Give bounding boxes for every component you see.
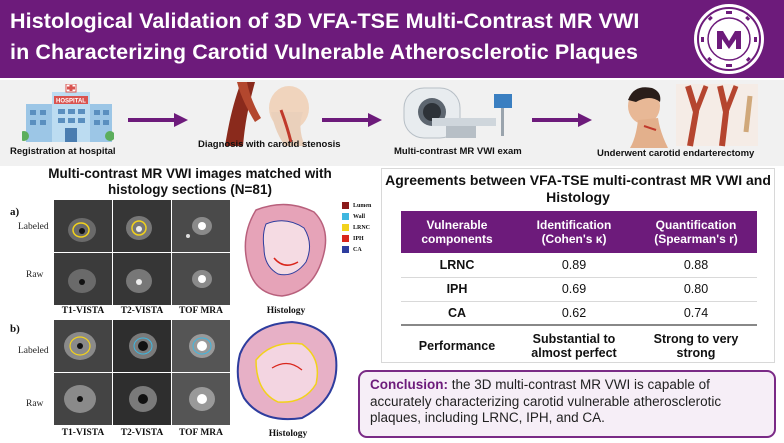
table-title: Agreements between VFA-TSE multi-contras…	[385, 172, 771, 205]
mr-image-b-t2-labeled	[113, 320, 171, 372]
col-label-histology-b: Histology	[268, 429, 308, 439]
arrow-right-icon	[128, 113, 188, 127]
cell-performance-identification: Substantial to almost perfect	[513, 324, 635, 365]
legend-item-iph: IPH	[342, 233, 371, 244]
step-label-endarterectomy: Underwent carotid endarterectomy	[597, 148, 755, 159]
legend-item-ca: CA	[342, 244, 371, 255]
cell-component: CA	[401, 301, 513, 326]
legend-swatch	[342, 235, 349, 242]
col-label-t1-b: T1-VISTA	[61, 428, 105, 438]
histology-image-b	[232, 318, 342, 424]
arrow-right-icon	[322, 113, 382, 127]
mr-image-a-t2-raw	[113, 253, 171, 305]
mr-image-b-t1-raw	[54, 373, 112, 425]
table-row-performance: Performance Substantial to almost perfec…	[401, 324, 757, 365]
cell-performance-quantification: Strong to very strong	[635, 324, 757, 365]
legend-item-lrnc: LRNC	[342, 222, 371, 233]
agreement-table-card: Agreements between VFA-TSE multi-contras…	[381, 168, 775, 365]
histology-image-a	[234, 200, 338, 304]
cell-component: IPH	[401, 277, 513, 302]
row-b-labeled-label: Labeled	[18, 346, 49, 356]
cell-identification: 0.89	[513, 253, 635, 278]
table-row: CA 0.62 0.74	[401, 301, 757, 326]
conclusion-box: Conclusion: the 3D multi-contrast MR VWI…	[358, 370, 776, 438]
workflow-strip: HOSPITAL Registration at hospital Diagno…	[0, 80, 784, 166]
col-label-t1-a: T1-VISTA	[61, 306, 105, 316]
row-a-raw-label: Raw	[26, 270, 44, 280]
legend-swatch	[342, 202, 349, 209]
legend-swatch	[342, 213, 349, 220]
cell-component: LRNC	[401, 253, 513, 278]
header-quantification: Quantification (Spearman's r)	[635, 211, 757, 253]
title-line-1: Histological Validation of 3D VFA-TSE Mu…	[10, 9, 640, 33]
legend-item-wall: Wall	[342, 211, 371, 222]
component-legend: Lumen Wall LRNC IPH CA	[342, 200, 371, 255]
conclusion-lead: Conclusion:	[370, 377, 448, 392]
legend-item-lumen: Lumen	[342, 200, 371, 211]
mr-image-b-t1-labeled	[54, 320, 112, 372]
mr-image-b-t2-raw	[113, 373, 171, 425]
carotid-artery-icon	[225, 82, 309, 146]
legend-swatch	[342, 246, 349, 253]
row-a-labeled-label: Labeled	[18, 222, 49, 232]
agreement-table: Vulnerable components Identification (Co…	[401, 211, 757, 365]
hospital-sign-text: HOSPITAL	[56, 99, 86, 105]
cell-quantification: 0.80	[635, 277, 757, 302]
header-components: Vulnerable components	[401, 211, 513, 253]
mr-image-a-t1-labeled	[54, 200, 112, 252]
mr-image-a-t1-raw	[54, 253, 112, 305]
step-label-diagnosis: Diagnosis with carotid stenosis	[198, 139, 341, 150]
header-identification: Identification (Cohen's κ)	[513, 211, 635, 253]
arrow-right-icon	[532, 113, 592, 127]
table-header-row: Vulnerable components Identification (Co…	[401, 211, 757, 253]
row-letter-a: a)	[10, 206, 20, 218]
cell-quantification: 0.74	[635, 301, 757, 326]
mr-image-b-tof-raw	[172, 373, 230, 425]
step-label-mri-exam: Multi-contrast MR VWI exam	[394, 146, 522, 157]
endarterectomy-icon	[628, 84, 758, 148]
mr-image-a-tof-labeled	[172, 200, 230, 252]
col-label-tof-a: TOF MRA	[178, 306, 224, 316]
university-seal-icon	[694, 4, 764, 74]
cell-identification: 0.62	[513, 301, 635, 326]
mr-image-a-tof-raw	[172, 253, 230, 305]
legend-swatch	[342, 224, 349, 231]
header-banner: Histological Validation of 3D VFA-TSE Mu…	[0, 0, 784, 78]
row-letter-b: b)	[10, 323, 20, 335]
hospital-building-icon: HOSPITAL	[22, 84, 114, 142]
col-label-t2-b: T2-VISTA	[120, 428, 164, 438]
left-panel-title: Multi-contrast MR VWI images matched wit…	[48, 166, 332, 197]
mr-image-a-t2-labeled	[113, 200, 171, 252]
step-label-registration: Registration at hospital	[10, 146, 116, 157]
table-row: IPH 0.69 0.80	[401, 277, 757, 302]
row-b-raw-label: Raw	[26, 399, 44, 409]
col-label-tof-b: TOF MRA	[178, 428, 224, 438]
mr-image-b-tof-labeled	[172, 320, 230, 372]
cell-performance-label: Performance	[401, 324, 513, 365]
mri-scanner-icon	[403, 87, 512, 139]
cell-quantification: 0.88	[635, 253, 757, 278]
cell-identification: 0.69	[513, 277, 635, 302]
table-row: LRNC 0.89 0.88	[401, 253, 757, 278]
conclusion-text: the 3D multi-contrast MR VWI is capable …	[370, 377, 722, 425]
col-label-histology-a: Histology	[266, 306, 306, 316]
title-line-2: in Characterizing Carotid Vulnerable Ath…	[10, 40, 639, 64]
col-label-t2-a: T2-VISTA	[120, 306, 164, 316]
